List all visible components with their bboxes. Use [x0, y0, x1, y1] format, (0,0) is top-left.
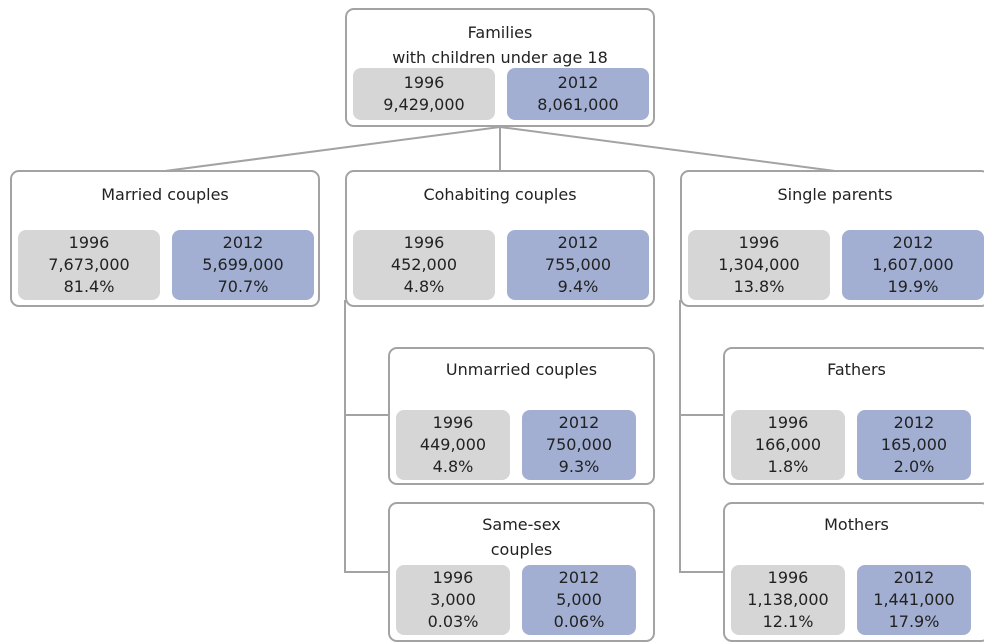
category-box: Cohabiting couples 1996 452,000 4.8% 2012 755… [345, 170, 655, 307]
category-title: Same-sex [482, 515, 561, 534]
stat-box: 2012 5,000 0.06% [522, 565, 636, 635]
category-box: Families with children under age 18 1996 9,… [345, 8, 655, 127]
stat-count: 5,000 [556, 590, 602, 609]
stat-box: 2012 750,000 9.3% [522, 410, 636, 480]
category-title: with children under age 18 [392, 48, 608, 67]
category-title: Cohabiting couples [423, 185, 577, 204]
stat-share: 17.9% [888, 612, 940, 631]
stat-year: 1996 [767, 568, 809, 587]
stat-box: 2012 1,441,000 17.9% [857, 565, 971, 635]
stat-count: 8,061,000 [537, 95, 619, 114]
stat-count: 755,000 [544, 255, 612, 274]
category-box: Married couples 1996 7,673,000 81.4% 2012 5,6… [10, 170, 320, 307]
category-box: Same-sex couples 1996 3,000 0.03% 2012 5,000 0.… [388, 502, 655, 642]
category-box: Fathers 1996 166,000 1.8% 2012 165,000 2.0% [723, 347, 984, 485]
stat-year: 1996 [738, 233, 780, 252]
stat-count: 7,673,000 [48, 255, 130, 274]
stat-year: 1996 [767, 413, 809, 432]
stat-year: 2012 [892, 233, 934, 252]
stat-year: 1996 [432, 568, 474, 587]
stat-box: 2012 5,699,000 70.7% [172, 230, 314, 300]
stat-year: 2012 [893, 568, 935, 587]
stat-box: 1996 3,000 0.03% [396, 565, 510, 635]
stat-count: 1,304,000 [718, 255, 800, 274]
category-title: Fathers [827, 360, 886, 379]
stat-share: 81.4% [63, 277, 115, 296]
stat-share: 12.1% [762, 612, 814, 631]
stat-share: 4.8% [432, 457, 474, 476]
category-title: Mothers [824, 515, 889, 534]
stat-count: 1,441,000 [873, 590, 955, 609]
stat-count: 165,000 [880, 435, 948, 454]
stat-box: 1996 9,429,000 [353, 68, 495, 120]
category-title: Single parents [777, 185, 893, 204]
stat-count: 452,000 [390, 255, 458, 274]
category-title: Families [467, 23, 533, 42]
stat-count: 9,429,000 [383, 95, 465, 114]
stat-share: 0.06% [553, 612, 605, 631]
stat-share: 19.9% [887, 277, 939, 296]
stat-share: 0.03% [427, 612, 479, 631]
stat-year: 1996 [403, 233, 445, 252]
stat-share: 4.8% [403, 277, 445, 296]
stat-box: 2012 165,000 2.0% [857, 410, 971, 480]
stat-share: 70.7% [217, 277, 269, 296]
stat-count: 449,000 [419, 435, 487, 454]
stat-count: 1,607,000 [872, 255, 954, 274]
stat-share: 9.4% [557, 277, 599, 296]
stat-share: 2.0% [893, 457, 935, 476]
stat-box: 1996 449,000 4.8% [396, 410, 510, 480]
stat-count: 3,000 [430, 590, 476, 609]
stat-year: 2012 [558, 568, 600, 587]
stat-share: 1.8% [767, 457, 809, 476]
category-box: Single parents 1996 1,304,000 13.8% 2012 1,60… [680, 170, 984, 307]
stat-year: 2012 [893, 413, 935, 432]
stat-box: 1996 166,000 1.8% [731, 410, 845, 480]
stat-year: 2012 [557, 73, 599, 92]
stat-box: 1996 452,000 4.8% [353, 230, 495, 300]
stat-box: 1996 1,138,000 12.1% [731, 565, 845, 635]
category-title: Married couples [101, 185, 229, 204]
stat-share: 13.8% [733, 277, 785, 296]
stat-box: 2012 1,607,000 19.9% [842, 230, 984, 300]
stat-count: 1,138,000 [747, 590, 829, 609]
stat-box: 1996 7,673,000 81.4% [18, 230, 160, 300]
stat-year: 1996 [432, 413, 474, 432]
stat-year: 1996 [403, 73, 445, 92]
stat-year: 1996 [68, 233, 110, 252]
stat-box: 2012 755,000 9.4% [507, 230, 649, 300]
stat-count: 750,000 [545, 435, 613, 454]
category-box: Unmarried couples 1996 449,000 4.8% 2012 750,… [388, 347, 655, 485]
stat-count: 5,699,000 [202, 255, 284, 274]
category-title: Unmarried couples [445, 360, 598, 379]
category-title: couples [490, 540, 553, 559]
stat-year: 2012 [558, 413, 600, 432]
stat-year: 2012 [557, 233, 599, 252]
stat-count: 166,000 [754, 435, 822, 454]
category-box: Mothers 1996 1,138,000 12.1% 2012 1,441,000 17… [723, 502, 984, 642]
stat-box: 2012 8,061,000 [507, 68, 649, 120]
stat-year: 2012 [222, 233, 264, 252]
stat-box: 1996 1,304,000 13.8% [688, 230, 830, 300]
stat-share: 9.3% [558, 457, 600, 476]
